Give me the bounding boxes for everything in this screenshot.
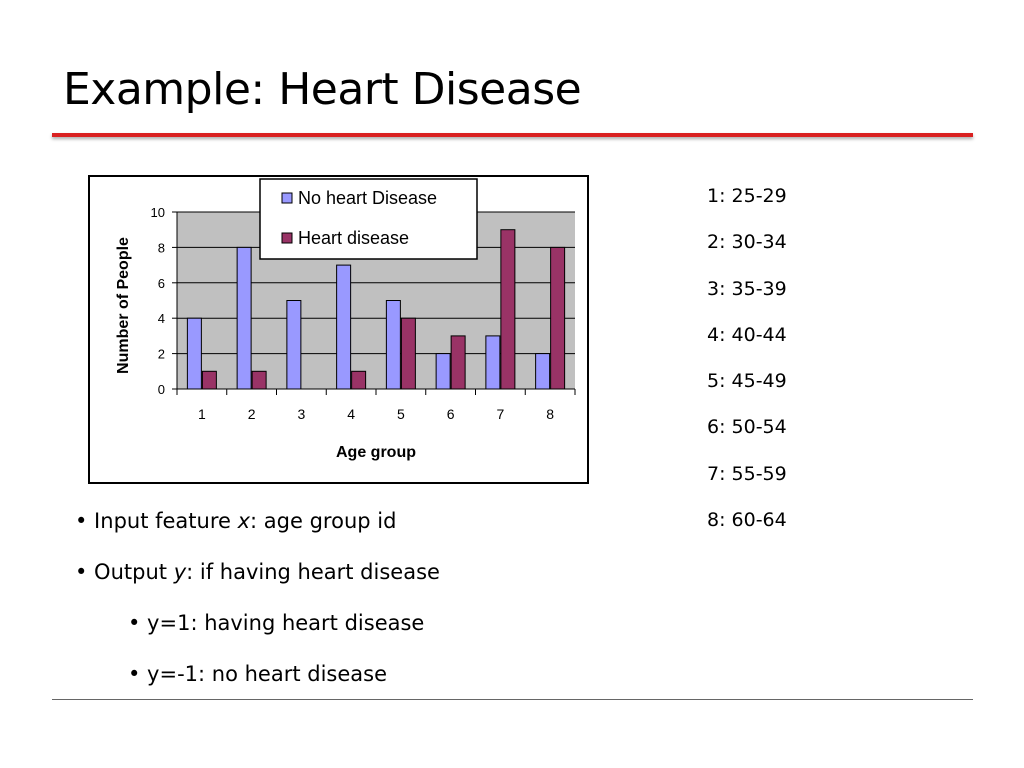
legend-box (259, 178, 478, 260)
bar-no-heart-disease (286, 300, 302, 390)
bullet-item: • Output y: if having heart disease (75, 557, 440, 608)
slide-title: Example: Heart Disease (63, 64, 582, 115)
bar-heart-disease (201, 370, 217, 390)
age-group-key-item: 8: 60-64 (707, 509, 787, 532)
bar-heart-disease (251, 370, 267, 390)
x-tick-label: 2 (248, 406, 256, 422)
y-tick-label: 0 (158, 382, 165, 397)
age-group-key-item: 7: 55-59 (707, 462, 787, 485)
bar-heart-disease (500, 229, 516, 390)
bullet-item: • y=1: having heart disease (75, 608, 440, 659)
bullet-variable: x (237, 509, 251, 533)
age-group-key-item: 4: 40-44 (707, 323, 787, 346)
bar-no-heart-disease (485, 335, 501, 390)
bar-no-heart-disease (385, 300, 401, 390)
bullet-item: • y=-1: no heart disease (75, 659, 440, 710)
bullet-variable: y (173, 560, 187, 584)
age-group-key-item: 2: 30-34 (707, 231, 787, 254)
bar-heart-disease (400, 317, 416, 390)
bar-heart-disease (450, 335, 466, 390)
age-group-key-item: 5: 45-49 (707, 370, 787, 393)
age-group-key: 1: 25-29 2: 30-34 3: 35-39 4: 40-44 5: 45-49… (707, 183, 787, 553)
y-tick-label: 8 (158, 240, 165, 255)
legend-swatch (281, 232, 293, 244)
bullet-text: : if having heart disease (186, 560, 440, 584)
bar-no-heart-disease (435, 353, 451, 390)
age-group-key-item: 3: 35-39 (707, 277, 787, 300)
x-tick-label: 4 (347, 406, 355, 422)
bar-no-heart-disease (336, 264, 352, 390)
bullet-list: • Input feature x: age group id • Output … (75, 506, 440, 710)
bar-no-heart-disease (535, 353, 551, 390)
title-divider (52, 133, 973, 137)
bullet-text: • y=-1: no heart disease (128, 662, 388, 686)
bullet-text: • Input feature (75, 509, 238, 533)
bar-no-heart-disease (236, 246, 252, 390)
bar-heart-disease (550, 246, 566, 390)
bar-no-heart-disease (186, 317, 202, 390)
bottom-divider (52, 699, 973, 700)
legend-swatch (281, 192, 293, 204)
x-tick-label: 6 (447, 406, 455, 422)
x-tick-label: 5 (397, 406, 405, 422)
bullet-item: • Input feature x: age group id (75, 506, 440, 557)
legend-entry: Heart disease (298, 228, 409, 248)
y-axis-label: Number of People (115, 237, 132, 374)
bullet-text: • Output (75, 560, 174, 584)
bar-heart-disease (351, 370, 367, 390)
x-tick-label: 3 (297, 406, 305, 422)
y-tick-label: 10 (151, 205, 165, 220)
legend-entry: No heart Disease (298, 188, 437, 208)
age-group-key-item: 6: 50-54 (707, 416, 787, 439)
x-tick-label: 8 (546, 406, 554, 422)
age-group-key-item: 1: 25-29 (707, 185, 787, 207)
y-tick-label: 2 (158, 347, 165, 362)
x-axis-label: Age group (336, 444, 416, 461)
bar-chart: 0 2 4 6 8 10 1 2 3 4 5 6 7 8 Age group Number of People… (88, 175, 589, 484)
y-tick-label: 4 (158, 311, 165, 326)
x-tick-label: 1 (198, 406, 206, 422)
bullet-text: • y=1: having heart disease (128, 611, 425, 635)
y-tick-label: 6 (158, 276, 165, 291)
bullet-text: : age group id (250, 509, 397, 533)
x-tick-label: 7 (496, 406, 504, 422)
